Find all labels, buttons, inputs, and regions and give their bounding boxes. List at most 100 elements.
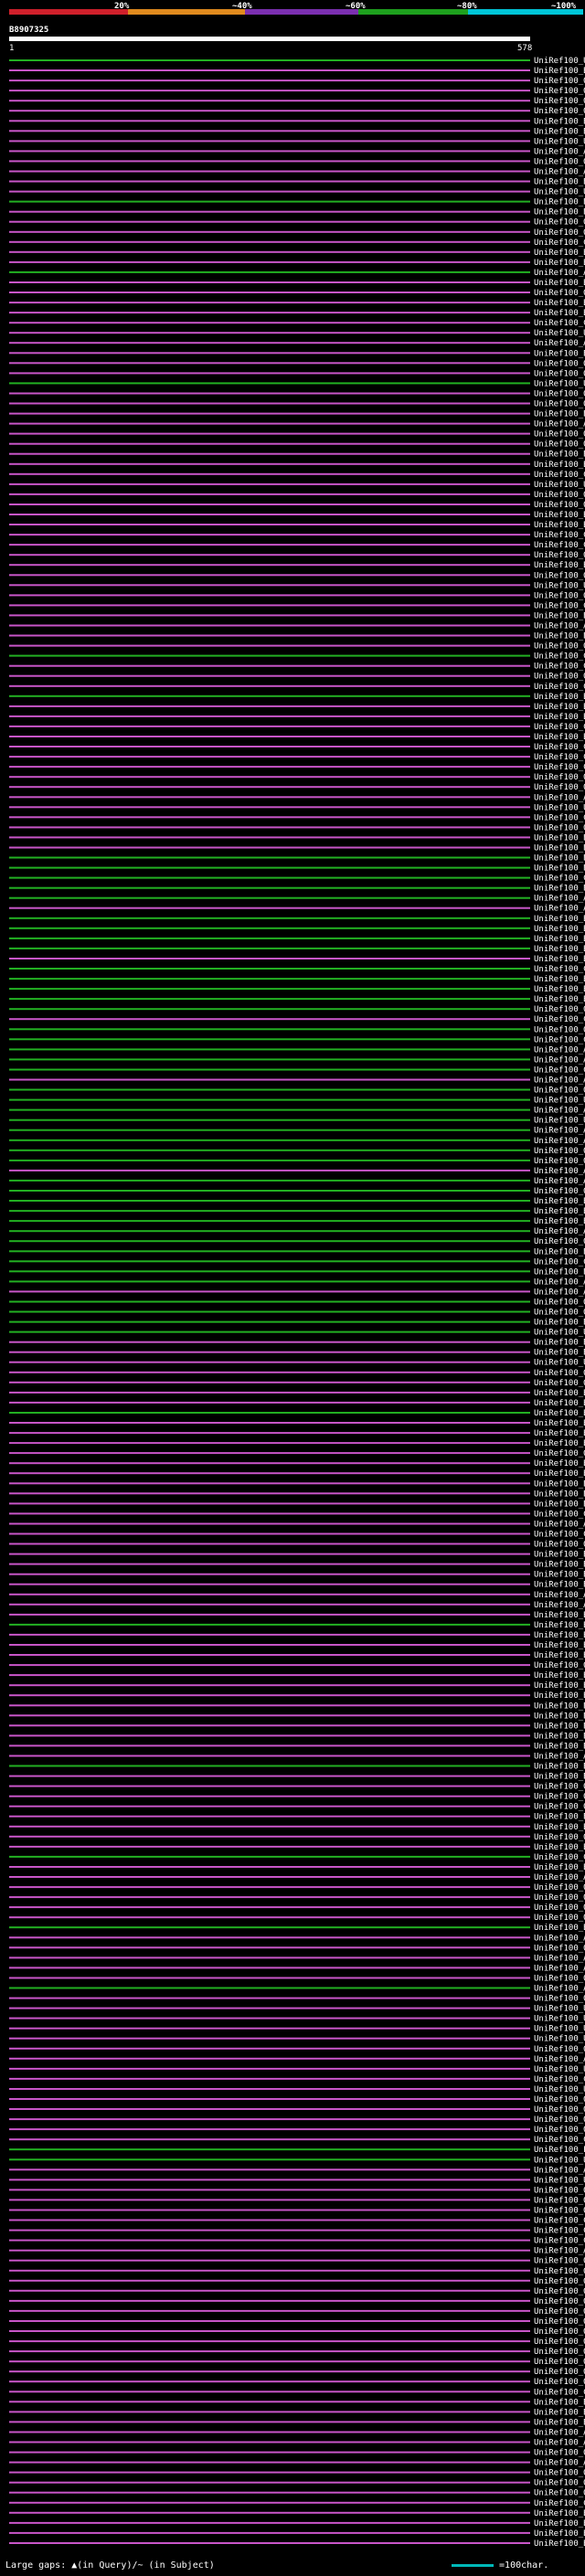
hit-label[interactable]: UniRef100_A7QTK5: [534, 622, 585, 631]
hit-row[interactable]: UniRef100_C5XPK9: [9, 663, 585, 672]
hit-row[interactable]: UniRef100_B9HYS9: [9, 1399, 585, 1408]
hit-row[interactable]: UniRef100_Q93XQ8: [9, 1793, 585, 1802]
hit-label[interactable]: UniRef100_B8A245: [534, 975, 585, 984]
hit-row[interactable]: UniRef100_Q2DXX3: [9, 2368, 585, 2377]
hit-row[interactable]: UniRef100_Q9FXAL: [9, 1449, 585, 1458]
hit-label[interactable]: UniRef100_Q9C627: [534, 2105, 585, 2115]
hit-row[interactable]: UniRef100_C5YMP4: [9, 471, 585, 480]
hit-label[interactable]: UniRef100_C0PIT1: [534, 965, 585, 974]
hit-label[interactable]: UniRef100_B9F1R3: [534, 1843, 585, 1852]
hit-row[interactable]: UniRef100_A5BVM4: [9, 2429, 585, 2438]
hit-row[interactable]: UniRef100_B9RFS3: [9, 1339, 585, 1348]
hit-alignment-bar[interactable]: [9, 1553, 530, 1555]
hit-label[interactable]: UniRef100_P47735: [534, 2146, 585, 2155]
hit-row[interactable]: UniRef100_B8B265: [9, 1349, 585, 1358]
hit-alignment-bar[interactable]: [9, 2320, 530, 2322]
hit-label[interactable]: UniRef100_Q9SQK4: [534, 289, 585, 298]
hit-label[interactable]: UniRef100_C0P3R9: [534, 2499, 585, 2508]
hit-row[interactable]: UniRef100_C4TP22: [9, 2237, 585, 2246]
hit-label[interactable]: UniRef100_Q4G2V1: [534, 2479, 585, 2488]
hit-label[interactable]: UniRef100_Q9XIB6: [534, 87, 585, 96]
hit-row[interactable]: UniRef100_B8F106: [9, 299, 585, 308]
hit-row[interactable]: UniRef100_C5YR46: [9, 239, 585, 248]
hit-label[interactable]: UniRef100_Q4G2U9: [534, 2297, 585, 2306]
hit-alignment-bar[interactable]: [9, 2249, 530, 2252]
hit-alignment-bar[interactable]: [9, 2350, 530, 2353]
hit-row[interactable]: UniRef100_Q9C627: [9, 2105, 585, 2115]
hit-label[interactable]: UniRef100_B9G5V8: [534, 2529, 585, 2539]
hit-label[interactable]: UniRef100_A2ZMV0: [534, 793, 585, 802]
hit-alignment-bar[interactable]: [9, 1139, 530, 1141]
hit-row[interactable]: UniRef100_Q9ZUK3: [9, 1903, 585, 1913]
hit-row[interactable]: UniRef100_UP1000...: [9, 1117, 585, 1126]
hit-label[interactable]: UniRef100_Q9FM96: [534, 773, 585, 782]
hit-alignment-bar[interactable]: [9, 694, 530, 697]
hit-label[interactable]: UniRef100_C5XPK9: [534, 663, 585, 672]
hit-row[interactable]: UniRef100_A2XSN1: [9, 2247, 585, 2256]
hit-row[interactable]: UniRef100_A9SHZ0: [9, 1753, 585, 1762]
hit-row[interactable]: UniRef100_A9TWW1: [9, 1985, 585, 1994]
hit-row[interactable]: UniRef100_A7QA75: [9, 168, 585, 177]
hit-row[interactable]: UniRef100_Q4W318: [9, 1995, 585, 2004]
hit-alignment-bar[interactable]: [9, 312, 530, 314]
hit-row[interactable]: UniRef100_Q2Y8M6: [9, 1025, 585, 1034]
hit-alignment-bar[interactable]: [9, 584, 530, 587]
hit-row[interactable]: UniRef100_C6JS06: [9, 1035, 585, 1044]
hit-alignment-bar[interactable]: [9, 1108, 530, 1111]
hit-alignment-bar[interactable]: [9, 1401, 530, 1404]
hit-label[interactable]: UniRef100_C5W532: [534, 1066, 585, 1076]
hit-row[interactable]: UniRef100_Q8W3M4: [9, 1661, 585, 1670]
hit-alignment-bar[interactable]: [9, 2128, 530, 2131]
hit-alignment-bar[interactable]: [9, 1664, 530, 1667]
hit-alignment-bar[interactable]: [9, 442, 530, 445]
hit-label[interactable]: UniRef100_A7PES6: [534, 339, 585, 348]
hit-row[interactable]: UniRef100_C5Y7E9: [9, 723, 585, 732]
hit-row[interactable]: UniRef100_A7QTK5: [9, 622, 585, 631]
hit-row[interactable]: UniRef100_C5W532: [9, 1066, 585, 1076]
hit-row[interactable]: UniRef100_C5X063: [9, 813, 585, 822]
hit-label[interactable]: UniRef100_C5Z179: [534, 319, 585, 328]
hit-label[interactable]: UniRef100_B3SIX7: [534, 1641, 585, 1650]
hit-alignment-bar[interactable]: [9, 1512, 530, 1515]
hit-alignment-bar[interactable]: [9, 906, 530, 909]
hit-row[interactable]: UniRef100_Q8LJ87: [9, 571, 585, 580]
hit-row[interactable]: UniRef100_B9MX19: [9, 67, 585, 76]
hit-row[interactable]: UniRef100_C0P3R9: [9, 2499, 585, 2508]
hit-label[interactable]: UniRef100_B9F131: [534, 1773, 585, 1782]
hit-alignment-bar[interactable]: [9, 2340, 530, 2343]
hit-row[interactable]: UniRef100_Q49448: [9, 1147, 585, 1156]
hit-row[interactable]: UniRef100_Q9LP24-3: [9, 1883, 585, 1892]
hit-label[interactable]: UniRef100_B9SRL7: [534, 1924, 585, 1933]
hit-alignment-bar[interactable]: [9, 998, 530, 1001]
hit-alignment-bar[interactable]: [9, 2390, 530, 2393]
hit-label[interactable]: UniRef100_A5BDV0: [534, 1177, 585, 1186]
hit-label[interactable]: UniRef100_UP1000...: [534, 1329, 585, 1338]
hit-label[interactable]: UniRef100_B9FVT0: [534, 1621, 585, 1630]
hit-row[interactable]: UniRef100_B9FPF9: [9, 1863, 585, 1872]
hit-label[interactable]: UniRef100_Q9LP24: [534, 1893, 585, 1903]
hit-label[interactable]: UniRef100_B9GIT3: [534, 451, 585, 460]
hit-alignment-bar[interactable]: [9, 937, 530, 939]
hit-alignment-bar[interactable]: [9, 1381, 530, 1383]
hit-row[interactable]: UniRef100_Q4G2U5: [9, 2337, 585, 2347]
hit-label[interactable]: UniRef100_B9INP4: [534, 2408, 585, 2417]
hit-alignment-bar[interactable]: [9, 69, 530, 71]
hit-label[interactable]: UniRef100_B9HGN7: [534, 854, 585, 864]
hit-alignment-bar[interactable]: [9, 2057, 530, 2060]
hit-label[interactable]: UniRef100_A2ZDP1: [534, 420, 585, 429]
hit-row[interactable]: UniRef100_UP1000...: [9, 581, 585, 590]
hit-row[interactable]: UniRef100_UP1000...: [9, 2015, 585, 2024]
hit-alignment-bar[interactable]: [9, 482, 530, 485]
hit-alignment-bar[interactable]: [9, 1260, 530, 1263]
hit-label[interactable]: UniRef100_C6T8H3: [534, 652, 585, 662]
hit-alignment-bar[interactable]: [9, 210, 530, 213]
hit-row[interactable]: UniRef100_Q9LP24: [9, 1893, 585, 1903]
hit-label[interactable]: UniRef100_B8AIL4: [534, 1419, 585, 1428]
hit-label[interactable]: UniRef100_UP1000...: [534, 2035, 585, 2044]
hit-label[interactable]: UniRef100_C5WX34: [534, 1531, 585, 1540]
hit-row[interactable]: UniRef100_B9S8I0: [9, 2539, 585, 2549]
hit-row[interactable]: UniRef100_B4FWH2: [9, 1500, 585, 1509]
hit-row[interactable]: UniRef100_B9HBD6: [9, 178, 585, 187]
hit-label[interactable]: UniRef100_B3SIY6: [534, 1722, 585, 1731]
hit-row[interactable]: UniRef100_B8AIL4: [9, 1419, 585, 1428]
